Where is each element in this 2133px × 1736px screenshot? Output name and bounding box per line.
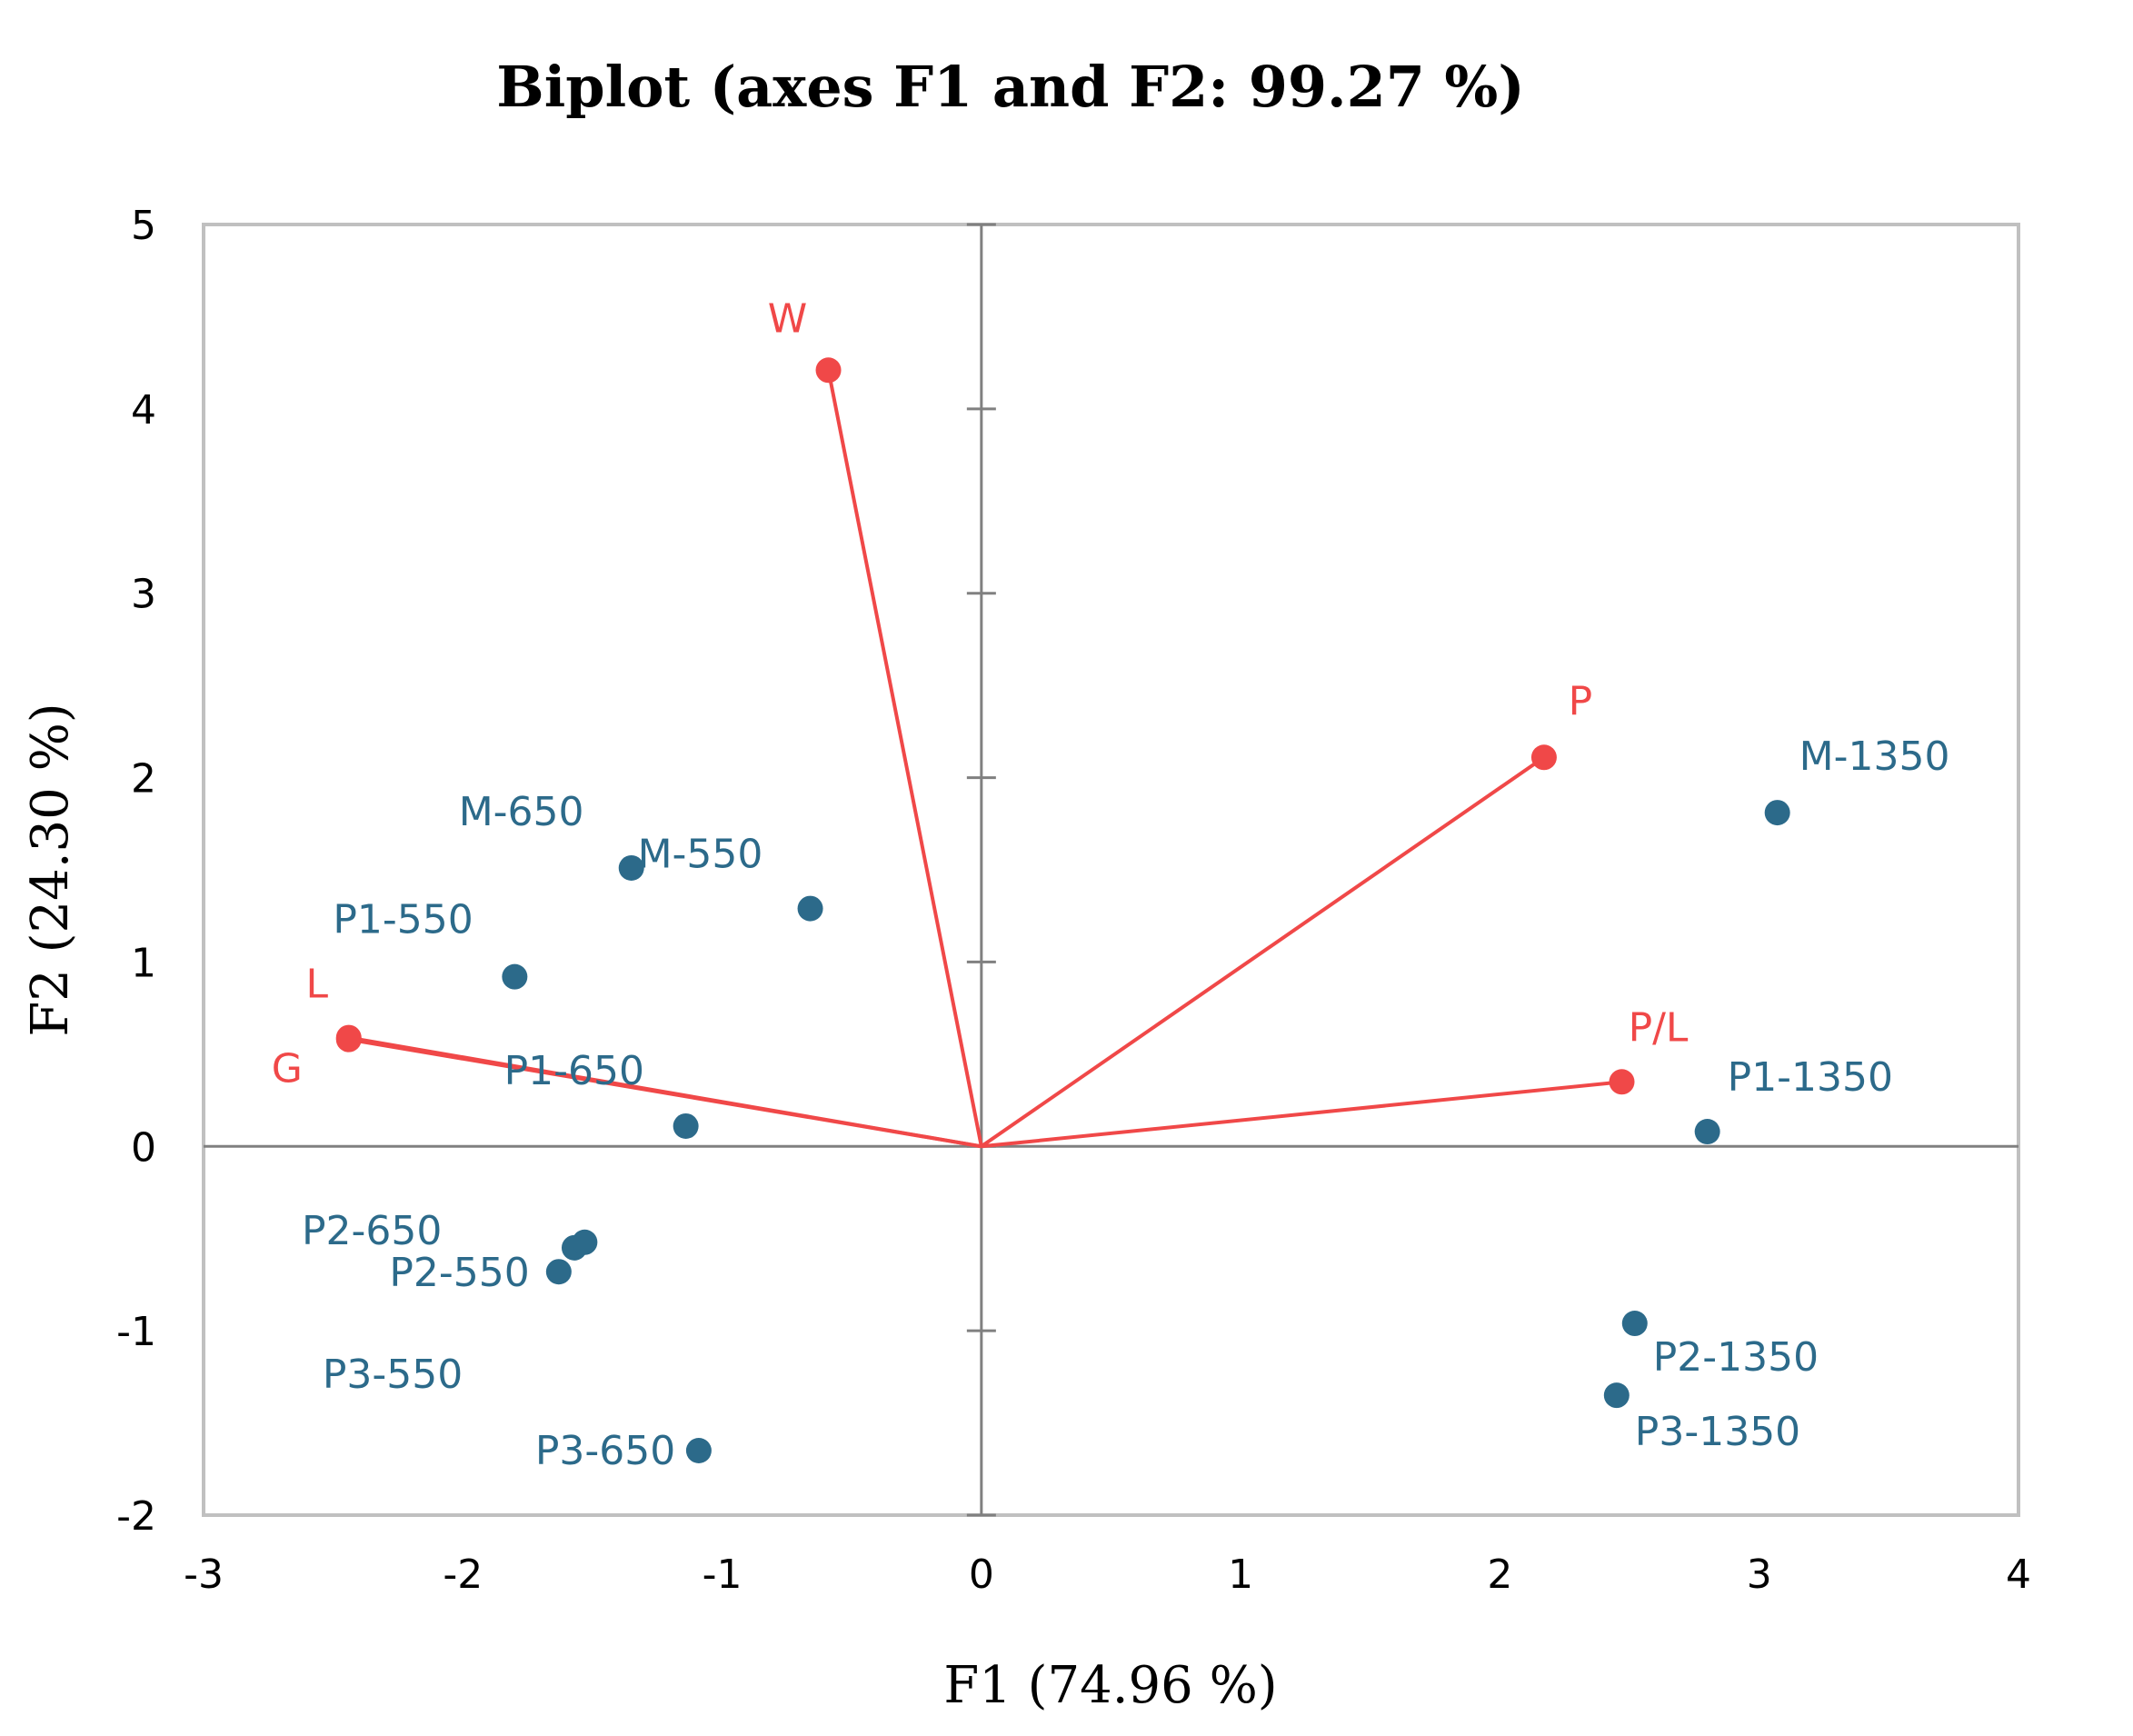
observation-point (797, 895, 823, 922)
plot-frame (202, 223, 2020, 1517)
vector-p (980, 755, 1546, 1148)
y-tick-label: 4 (131, 387, 156, 434)
x-axis-title: F1 (74.96 %) (943, 1656, 1277, 1715)
variable-label: P (1569, 678, 1593, 724)
variable-point (335, 1026, 362, 1053)
observation-point (1621, 1311, 1648, 1337)
observation-point (545, 1259, 572, 1285)
x-tick-label: 3 (1747, 1551, 1772, 1598)
x-tick-label: 1 (1228, 1551, 1253, 1598)
observation-point (1694, 1119, 1720, 1145)
observation-label: P2-550 (389, 1250, 529, 1296)
y-axis-title: F2 (24.30 %) (21, 703, 80, 1036)
observation-point (572, 1229, 598, 1255)
observation-label: P2-1350 (1653, 1334, 1819, 1381)
variable-label: L (306, 962, 329, 1008)
vector-p-l (981, 1080, 1622, 1149)
observation-label: M-650 (459, 789, 584, 835)
y-tick-label: -2 (116, 1493, 156, 1540)
y-tick-label: 1 (131, 940, 156, 986)
variable-label: P/L (1629, 1004, 1689, 1051)
chart-title: Biplot (axes F1 and F2: 99.27 %) (496, 54, 1524, 120)
observation-point (685, 1438, 712, 1463)
observation-label: P1-1350 (1728, 1054, 1893, 1101)
observation-point (1764, 800, 1790, 826)
variable-vectors (348, 369, 1622, 1149)
observation-point (1603, 1382, 1630, 1409)
observation-point (502, 963, 528, 990)
x-tick-label: -1 (703, 1551, 743, 1598)
variable-point (1609, 1069, 1635, 1095)
tick-labels: -3 -2 -1 0 1 2 3 4 -2 -1 0 1 2 3 4 5 (116, 203, 2031, 1598)
y-tick-label: 5 (131, 203, 156, 249)
observation-point (618, 854, 644, 881)
y-tick-label: -1 (116, 1309, 156, 1355)
x-tick-label: 0 (969, 1551, 994, 1598)
x-tick-label: -2 (443, 1551, 483, 1598)
vector-w (826, 369, 983, 1147)
observation-label: P2-650 (302, 1208, 442, 1254)
variable-label: W (768, 295, 808, 342)
observation-label: P3-550 (323, 1352, 463, 1398)
x-tick-label: 4 (2006, 1551, 2031, 1598)
observation-label: P3-650 (535, 1428, 675, 1474)
y-tick-label: 2 (131, 756, 156, 803)
y-tick-label: 3 (131, 572, 156, 618)
observation-label: P1-650 (504, 1048, 644, 1094)
y-tick-label: 0 (131, 1124, 156, 1171)
vector-g (348, 1037, 982, 1149)
x-tick-label: 2 (1487, 1551, 1512, 1598)
observation-label: P1-550 (333, 897, 473, 943)
variable-point (815, 357, 842, 384)
x-tick-label: -3 (184, 1551, 224, 1598)
observation-point (673, 1112, 699, 1139)
observation-points (335, 357, 1790, 1463)
point-labels: W P P/L LG M-650 M-550 P1-550 P1-650 P2-650P2-55… (272, 295, 1950, 1474)
variable-point (1530, 744, 1557, 771)
axes-layer (204, 223, 2018, 1517)
variable-label: G (272, 1046, 303, 1092)
observation-label: M-550 (638, 832, 763, 878)
observation-label: M-1350 (1799, 733, 1950, 780)
observation-label: P3-1350 (1635, 1409, 1800, 1455)
